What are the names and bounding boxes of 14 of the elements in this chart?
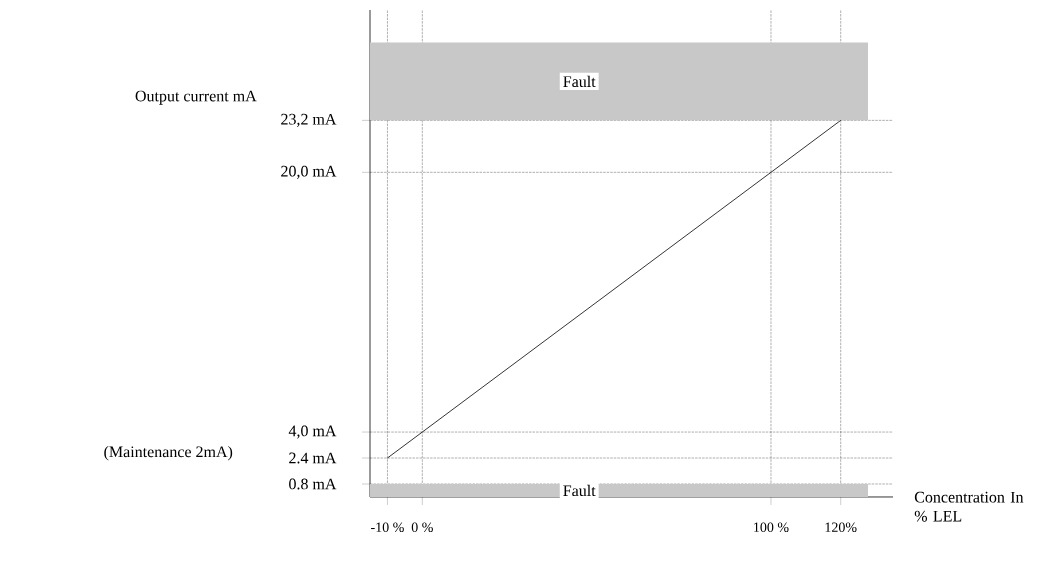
- y-tick-label: 23,2 mA: [281, 113, 337, 127]
- x-axis-title: Concentration In % LEL: [914, 491, 1024, 522]
- text: (Maintenance 2mA): [104, 445, 233, 461]
- band-label: Fault: [563, 484, 596, 497]
- y-axis-title: Output current mA: [135, 90, 257, 105]
- y-tick-label: 20,0 mA: [281, 165, 337, 179]
- x-tick-label: 100 %: [754, 522, 789, 533]
- y-tick-label: 2.4 mA: [289, 452, 337, 464]
- band-label: Fault: [563, 75, 596, 88]
- x-tick-label: -10 %: [371, 522, 404, 533]
- x-tick-label: 120%: [825, 522, 857, 533]
- y-tick-label: 4,0 mA: [288, 425, 337, 439]
- x-tick-label: 0 %: [411, 522, 433, 533]
- y-tick-label: 0.8 mA: [289, 478, 337, 490]
